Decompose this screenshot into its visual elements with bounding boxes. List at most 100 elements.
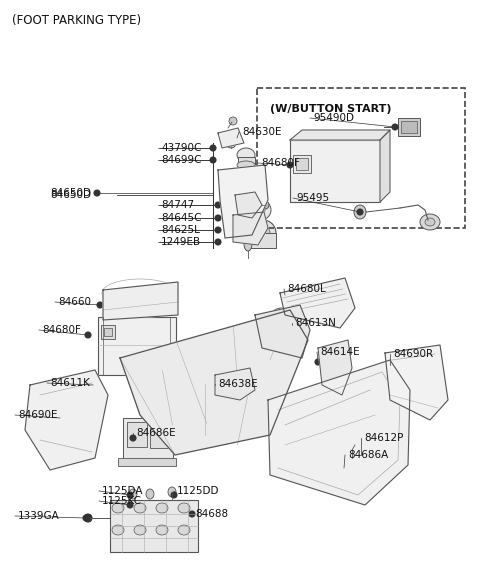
Ellipse shape [97,302,103,308]
Ellipse shape [168,487,176,497]
Text: 84680F: 84680F [261,158,300,168]
Ellipse shape [146,489,154,499]
Text: (W/BUTTON START): (W/BUTTON START) [270,104,392,114]
Text: 1249EB: 1249EB [161,237,201,247]
Bar [257,88,465,228]
Text: 84630E: 84630E [242,127,281,137]
Ellipse shape [171,492,177,498]
Bar [110,500,198,552]
Ellipse shape [229,117,237,125]
Ellipse shape [357,209,363,215]
Polygon shape [25,370,108,470]
Ellipse shape [129,489,137,499]
Ellipse shape [261,201,269,209]
Polygon shape [290,130,390,140]
Ellipse shape [289,322,295,328]
Text: 84625L: 84625L [161,225,200,235]
Text: 84660: 84660 [58,297,91,307]
Polygon shape [380,130,390,202]
Polygon shape [233,212,268,245]
Text: 95495: 95495 [296,193,329,203]
Bar [98,317,176,375]
Text: 84645C: 84645C [161,213,202,223]
Ellipse shape [234,135,240,141]
Ellipse shape [272,317,292,343]
Polygon shape [215,368,255,400]
Ellipse shape [425,218,435,226]
Text: 1125KC: 1125KC [102,496,142,506]
Ellipse shape [251,204,265,216]
Text: 84690R: 84690R [393,349,433,359]
Ellipse shape [420,214,440,230]
Ellipse shape [341,465,347,471]
Ellipse shape [178,525,190,535]
Polygon shape [318,340,352,395]
Text: 84686E: 84686E [136,428,176,438]
Bar [240,340,270,360]
Ellipse shape [189,389,201,401]
Ellipse shape [315,359,321,365]
Ellipse shape [351,438,359,448]
Text: 1125DD: 1125DD [177,486,219,496]
Ellipse shape [215,215,221,221]
Ellipse shape [210,157,216,163]
Bar [290,140,380,202]
Polygon shape [218,128,244,148]
Text: 84690E: 84690E [18,410,58,420]
Text: 84650D: 84650D [50,188,91,198]
Ellipse shape [127,502,133,508]
Ellipse shape [83,515,89,521]
Ellipse shape [237,148,255,162]
Bar [104,328,112,336]
Text: 84680L: 84680L [287,284,326,294]
Ellipse shape [244,237,252,251]
Text: 84747: 84747 [161,200,194,210]
Ellipse shape [215,202,221,208]
Text: 43790C: 43790C [161,143,202,153]
Ellipse shape [215,227,221,233]
Ellipse shape [212,382,218,388]
Text: 1339GA: 1339GA [18,511,60,521]
Text: 84686A: 84686A [348,450,388,460]
Bar [345,458,359,488]
Ellipse shape [178,503,190,513]
Ellipse shape [392,124,398,130]
Ellipse shape [112,503,124,513]
Polygon shape [120,310,308,455]
Ellipse shape [329,356,339,368]
Ellipse shape [127,492,133,498]
Ellipse shape [354,205,366,219]
Ellipse shape [322,347,346,377]
Ellipse shape [57,415,63,421]
Bar [296,158,308,170]
Polygon shape [268,360,410,505]
Bar [123,418,173,460]
Bar [293,155,311,173]
Bar [238,157,255,165]
Polygon shape [280,278,355,328]
Bar [398,118,420,136]
Text: 84613N: 84613N [295,318,336,328]
Ellipse shape [256,226,270,240]
Ellipse shape [287,162,293,168]
Polygon shape [235,192,262,218]
Bar [198,360,233,382]
Ellipse shape [226,138,236,148]
Ellipse shape [250,220,276,246]
Ellipse shape [156,503,168,513]
Ellipse shape [189,511,195,517]
Text: 1125DA: 1125DA [102,486,144,496]
Ellipse shape [134,503,146,513]
Ellipse shape [358,452,364,458]
Ellipse shape [84,514,92,522]
Ellipse shape [210,145,216,151]
Ellipse shape [282,292,288,298]
Ellipse shape [159,399,171,411]
Bar [101,325,115,339]
Text: 84688: 84688 [195,509,228,519]
Bar [118,458,176,466]
Ellipse shape [156,525,168,535]
Bar [250,233,276,248]
Text: 84699C: 84699C [161,155,202,165]
Polygon shape [103,282,178,320]
